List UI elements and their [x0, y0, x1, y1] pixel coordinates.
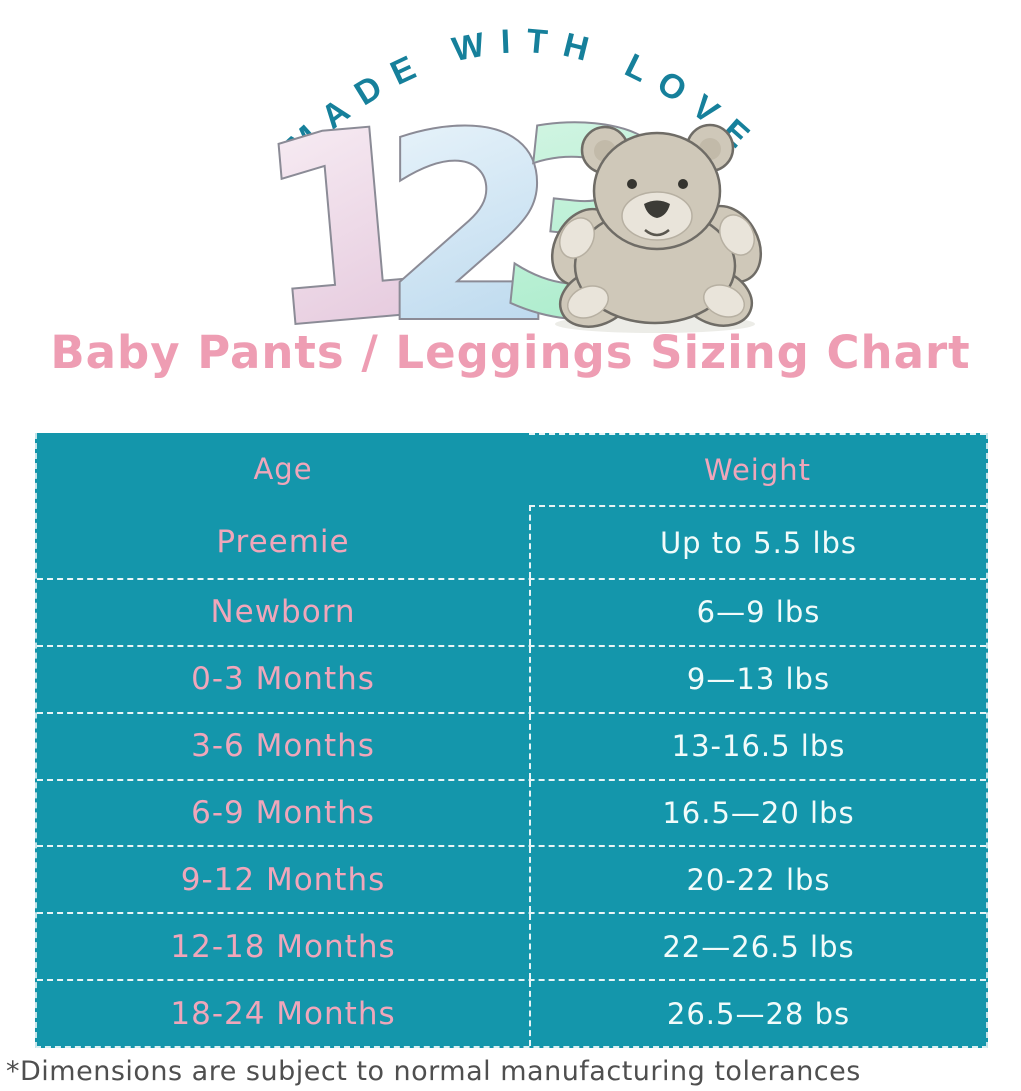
age-value: Preemie [216, 523, 350, 560]
age-value: 18-24 Months [170, 995, 396, 1032]
weight-value: 9—13 lbs [529, 646, 986, 712]
table-header-row: Age Weight [37, 433, 986, 505]
age-value: 12-18 Months [170, 928, 396, 965]
table-row: Preemie Up to 5.5 lbs [37, 505, 986, 578]
table-row: 6-9 Months 16.5—20 lbs [37, 778, 986, 846]
age-column-header: Age [253, 452, 313, 486]
sizing-table: Age Weight Preemie Up to 5.5 lbs Newborn… [35, 433, 988, 1048]
table-row: Newborn 6—9 lbs [37, 578, 986, 645]
teddy-bear-icon [550, 123, 763, 333]
weight-value: 22—26.5 lbs [529, 914, 986, 980]
weight-value: 20-22 lbs [529, 847, 986, 913]
number-1: 1 [245, 72, 450, 340]
table-row: 0-3 Months 9—13 lbs [37, 644, 986, 712]
weight-value: 16.5—20 lbs [529, 780, 986, 846]
weight-value: 26.5—28 bs [529, 981, 986, 1047]
manufacturing-tolerance-note: *Dimensions are subject to normal manufa… [6, 1056, 861, 1087]
table-row: 18-24 Months 26.5—28 bs [37, 979, 986, 1047]
table-row: 12-18 Months 22—26.5 lbs [37, 912, 986, 980]
weight-value: Up to 5.5 lbs [529, 505, 986, 578]
weight-column-header: Weight [529, 433, 986, 505]
age-value: 0-3 Months [191, 661, 375, 698]
age-value: 6-9 Months [191, 795, 375, 831]
age-value: Newborn [210, 594, 356, 631]
weight-value: 6—9 lbs [529, 580, 986, 645]
weight-value: 13-16.5 lbs [529, 713, 986, 779]
brand-logo: MADE WITH LOVE 1 2 3 [243, 22, 763, 340]
table-row: 9-12 Months 20-22 lbs [37, 845, 986, 913]
age-value: 3-6 Months [191, 728, 375, 765]
table-row: 3-6 Months 13-16.5 lbs [37, 711, 986, 779]
page-title: Baby Pants / Leggings Sizing Chart [50, 326, 971, 379]
age-value: 9-12 Months [180, 861, 386, 898]
number-2: 2 [380, 79, 560, 340]
